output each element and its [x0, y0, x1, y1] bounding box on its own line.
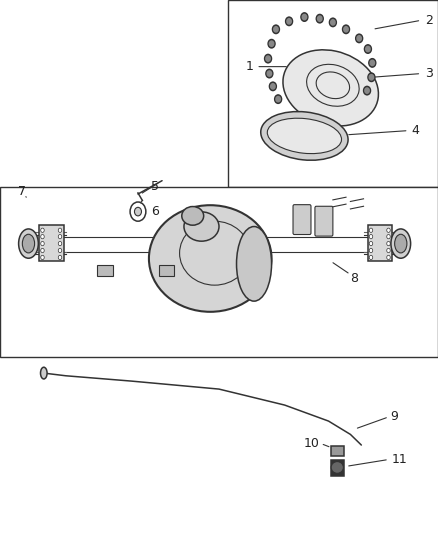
FancyBboxPatch shape [368, 225, 392, 261]
Circle shape [369, 59, 376, 67]
Ellipse shape [41, 367, 47, 379]
Circle shape [370, 60, 374, 66]
Circle shape [318, 16, 322, 21]
Circle shape [58, 241, 62, 246]
Ellipse shape [237, 227, 272, 301]
Bar [0, 187, 438, 357]
Ellipse shape [331, 462, 343, 473]
Text: 11: 11 [392, 453, 408, 466]
Circle shape [366, 46, 370, 52]
Circle shape [343, 25, 350, 34]
Circle shape [369, 241, 373, 246]
Circle shape [369, 235, 373, 239]
FancyBboxPatch shape [331, 460, 344, 476]
Ellipse shape [18, 229, 39, 258]
Ellipse shape [184, 212, 219, 241]
Circle shape [387, 228, 390, 232]
FancyBboxPatch shape [97, 265, 113, 276]
Circle shape [41, 255, 44, 260]
Circle shape [266, 56, 270, 61]
Circle shape [364, 86, 371, 95]
Circle shape [58, 255, 62, 260]
Circle shape [275, 95, 282, 103]
Text: 8: 8 [350, 272, 358, 285]
Ellipse shape [182, 207, 204, 225]
Bar [228, 0, 438, 187]
Text: 7: 7 [18, 185, 25, 198]
Circle shape [316, 14, 323, 23]
FancyBboxPatch shape [331, 446, 344, 456]
Circle shape [387, 248, 390, 253]
Circle shape [287, 19, 291, 24]
Circle shape [134, 207, 141, 216]
Ellipse shape [149, 205, 272, 312]
Circle shape [265, 54, 272, 63]
Text: 9: 9 [390, 410, 398, 423]
Circle shape [269, 41, 274, 46]
Circle shape [387, 255, 390, 260]
Circle shape [369, 255, 373, 260]
Circle shape [266, 69, 273, 78]
Circle shape [41, 228, 44, 232]
Circle shape [364, 45, 371, 53]
Circle shape [369, 248, 373, 253]
Ellipse shape [283, 50, 378, 126]
Circle shape [41, 235, 44, 239]
Circle shape [41, 241, 44, 246]
Circle shape [268, 39, 275, 48]
Circle shape [272, 25, 279, 34]
Circle shape [387, 235, 390, 239]
Circle shape [274, 27, 278, 32]
Text: 6: 6 [151, 205, 159, 218]
Circle shape [302, 14, 307, 20]
Ellipse shape [22, 235, 35, 253]
Text: 5: 5 [151, 180, 159, 193]
Ellipse shape [391, 229, 411, 258]
Circle shape [276, 96, 280, 102]
Circle shape [58, 248, 62, 253]
Circle shape [331, 20, 335, 25]
Ellipse shape [261, 111, 348, 160]
Text: 4: 4 [412, 124, 420, 137]
Circle shape [286, 17, 293, 26]
Circle shape [329, 18, 336, 27]
Text: 1: 1 [246, 60, 254, 73]
FancyBboxPatch shape [39, 225, 64, 261]
Circle shape [365, 88, 369, 93]
Circle shape [301, 13, 308, 21]
Circle shape [356, 34, 363, 43]
FancyBboxPatch shape [293, 205, 311, 235]
Text: 10: 10 [304, 437, 320, 450]
Circle shape [58, 235, 62, 239]
Circle shape [271, 84, 275, 89]
Ellipse shape [395, 235, 407, 253]
Text: 3: 3 [425, 67, 433, 80]
Ellipse shape [267, 118, 342, 154]
Circle shape [368, 73, 375, 82]
Circle shape [369, 75, 374, 80]
Circle shape [267, 71, 272, 76]
Circle shape [344, 27, 348, 32]
Circle shape [269, 82, 276, 91]
Circle shape [357, 36, 361, 41]
Circle shape [41, 248, 44, 253]
Text: 2: 2 [425, 14, 433, 27]
Circle shape [58, 228, 62, 232]
FancyBboxPatch shape [159, 265, 174, 276]
FancyBboxPatch shape [315, 206, 333, 236]
Circle shape [369, 228, 373, 232]
Circle shape [387, 241, 390, 246]
